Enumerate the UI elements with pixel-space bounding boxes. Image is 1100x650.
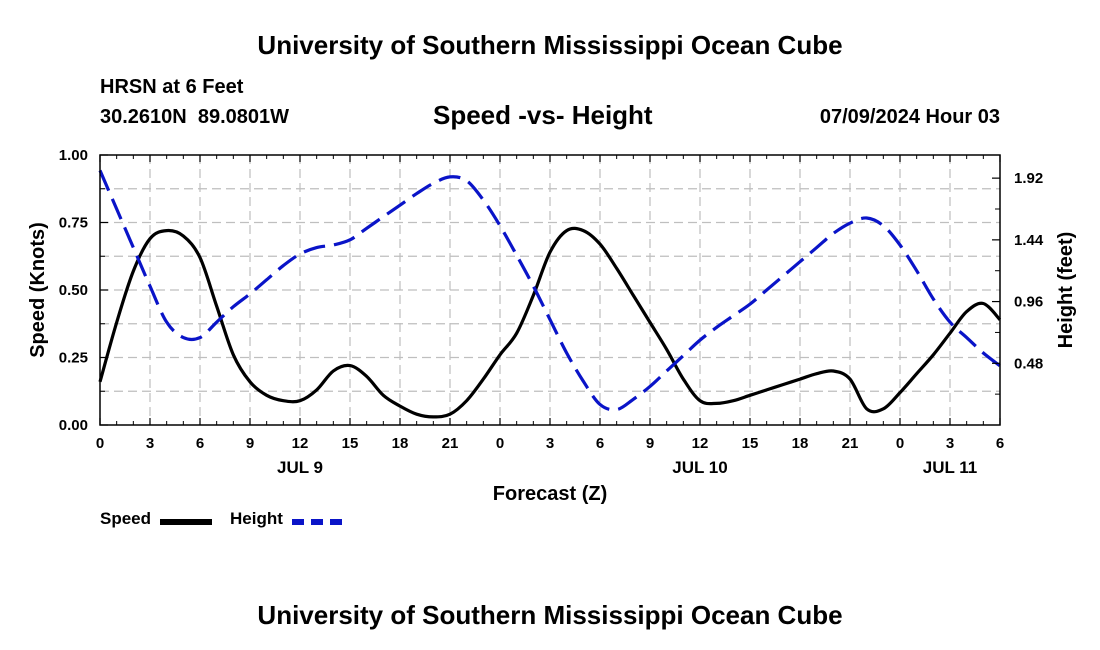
x-tick-label: 9 (246, 435, 254, 452)
y2-tick-label: 0.96 (1014, 294, 1043, 311)
chart-title: Speed -vs- Height (433, 100, 653, 130)
legend-speed-label: Speed (100, 509, 152, 528)
x-axis-title: Forecast (Z) (493, 483, 607, 505)
x-tick-label: 3 (946, 435, 954, 452)
x-tick-label: 12 (292, 435, 309, 452)
day-label: JUL 11 (923, 458, 978, 477)
y-tick-label: 0.50 (59, 282, 88, 299)
y2-axis-title: Height (feet) (1055, 232, 1077, 349)
x-tick-label: 0 (496, 435, 504, 452)
x-tick-label: 3 (546, 435, 554, 452)
x-tick-label: 6 (596, 435, 604, 452)
axes: 0 3 6 9 12 15 18 21 0 3 6 9 12 15 18 21 0 3 6 0.00 0.25 0.50 0… (27, 147, 1077, 505)
day-label: JUL 10 (672, 458, 727, 477)
height-series-line (98, 169, 1001, 412)
y2-tick-label: 1.44 (1014, 232, 1044, 249)
x-tick-label: 15 (742, 435, 759, 452)
y2-tick-label: 0.48 (1014, 355, 1043, 372)
main-title: University of Southern Mississippi Ocean… (257, 30, 843, 60)
x-tick-label: 0 (96, 435, 104, 452)
y-axis-title: Speed (Knots) (27, 222, 49, 358)
x-tick-label: 6 (196, 435, 204, 452)
x-tick-label: 9 (646, 435, 654, 452)
x-tick-label: 21 (842, 435, 859, 452)
y-tick-label: 1.00 (59, 147, 88, 164)
x-tick-label: 12 (692, 435, 709, 452)
y-tick-label: 0.00 (59, 417, 88, 434)
day-label: JUL 9 (277, 458, 323, 477)
footer-title: University of Southern Mississippi Ocean… (257, 600, 843, 630)
x-tick-label: 15 (342, 435, 359, 452)
grid-lines (100, 155, 1000, 425)
x-tick-label: 18 (392, 435, 409, 452)
y-tick-label: 0.75 (59, 215, 88, 232)
legend-height-swatch (292, 519, 342, 525)
x-tick-label: 0 (896, 435, 904, 452)
series-lines (98, 169, 1002, 419)
x-tick-label: 21 (442, 435, 459, 452)
speed-series-line (98, 226, 1002, 419)
y-tick-label: 0.25 (59, 350, 88, 367)
y2-tick-label: 1.92 (1014, 170, 1043, 187)
x-tick-label: 6 (996, 435, 1004, 452)
x-tick-label: 18 (792, 435, 809, 452)
forecast-datetime: 07/09/2024 Hour 03 (819, 106, 1000, 128)
station-label: HRSN at 6 Feet (100, 76, 244, 98)
coordinates-label: 30.2610N 89.0801W (100, 106, 290, 128)
legend-height-label: Height (230, 509, 283, 528)
legend-speed-swatch (160, 519, 212, 525)
x-tick-label: 3 (146, 435, 154, 452)
